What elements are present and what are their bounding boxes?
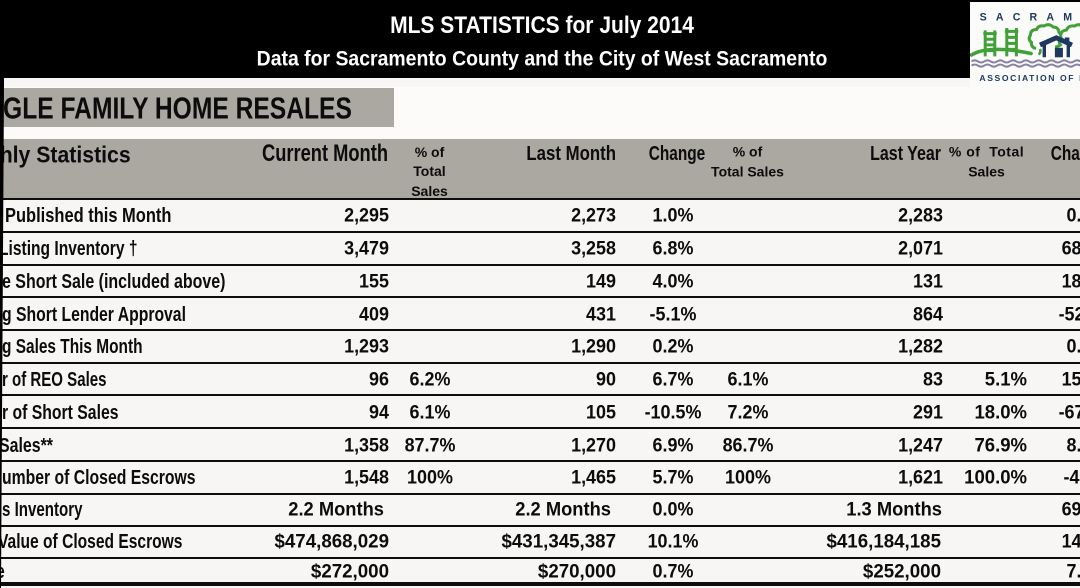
svg-text:SACRAME: SACRAME [980,11,1080,23]
svg-text:ASSOCIATION OF REALTORS: ASSOCIATION OF REALTORS [979,72,1080,82]
